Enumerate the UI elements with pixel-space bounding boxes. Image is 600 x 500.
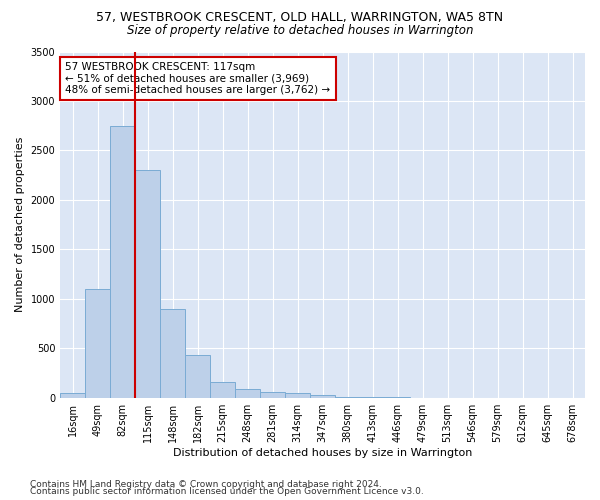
Y-axis label: Number of detached properties: Number of detached properties xyxy=(15,137,25,312)
Bar xyxy=(310,394,335,398)
Bar xyxy=(185,355,210,398)
X-axis label: Distribution of detached houses by size in Warrington: Distribution of detached houses by size … xyxy=(173,448,472,458)
Bar xyxy=(160,308,185,398)
Bar xyxy=(335,396,360,398)
Bar xyxy=(85,289,110,398)
Bar xyxy=(260,392,285,398)
Bar xyxy=(235,389,260,398)
Text: Contains HM Land Registry data © Crown copyright and database right 2024.: Contains HM Land Registry data © Crown c… xyxy=(30,480,382,489)
Text: Size of property relative to detached houses in Warrington: Size of property relative to detached ho… xyxy=(127,24,473,37)
Bar xyxy=(60,393,85,398)
Text: 57, WESTBROOK CRESCENT, OLD HALL, WARRINGTON, WA5 8TN: 57, WESTBROOK CRESCENT, OLD HALL, WARRIN… xyxy=(97,11,503,24)
Bar xyxy=(285,393,310,398)
Bar xyxy=(210,382,235,398)
Text: Contains public sector information licensed under the Open Government Licence v3: Contains public sector information licen… xyxy=(30,487,424,496)
Bar xyxy=(135,170,160,398)
Text: 57 WESTBROOK CRESCENT: 117sqm
← 51% of detached houses are smaller (3,969)
48% o: 57 WESTBROOK CRESCENT: 117sqm ← 51% of d… xyxy=(65,62,331,95)
Bar xyxy=(110,126,135,398)
